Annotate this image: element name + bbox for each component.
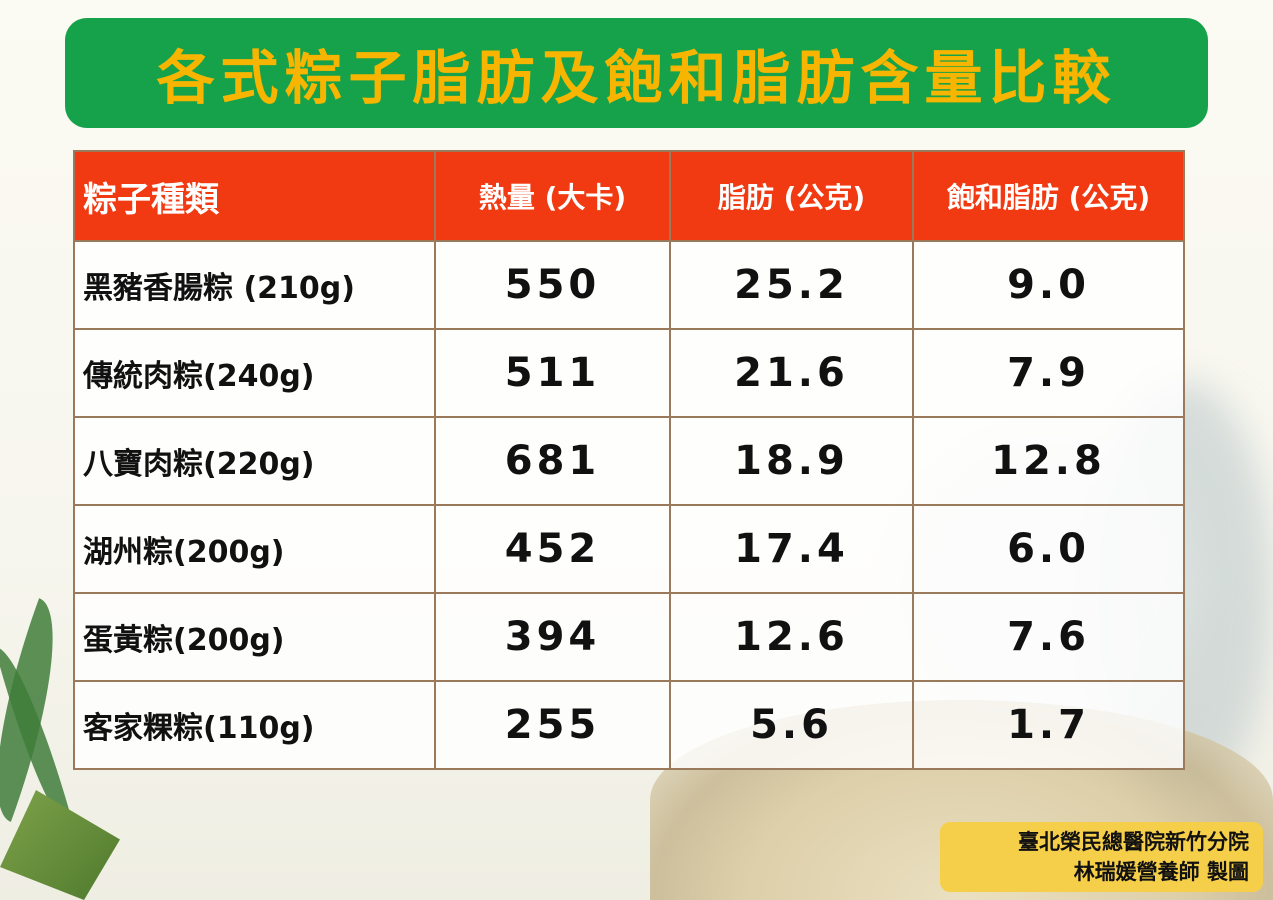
header-type: 粽子種類 <box>73 150 436 242</box>
cell-calories: 681 <box>434 416 671 506</box>
cell-saturated-fat: 9.0 <box>912 240 1185 330</box>
cell-saturated-fat: 1.7 <box>912 680 1185 770</box>
table-row: 湖州粽(200g) 452 17.4 6.0 <box>73 504 1185 594</box>
zongzi-illustration <box>0 790 120 900</box>
credit-hospital: 臺北榮民總醫院新竹分院 <box>1018 830 1249 854</box>
cell-fat: 12.6 <box>669 592 914 682</box>
cell-fat: 21.6 <box>669 328 914 418</box>
cell-calories: 511 <box>434 328 671 418</box>
cell-fat: 17.4 <box>669 504 914 594</box>
cell-type: 蛋黃粽(200g) <box>73 592 436 682</box>
title-banner: 各式粽子脂肪及飽和脂肪含量比較 <box>65 18 1208 128</box>
cell-calories: 255 <box>434 680 671 770</box>
page-title: 各式粽子脂肪及飽和脂肪含量比較 <box>156 44 1117 112</box>
credit-badge: 臺北榮民總醫院新竹分院 林瑞媛營養師 製圖 <box>940 822 1263 892</box>
header-fat: 脂肪 (公克) <box>669 150 914 242</box>
cell-type: 客家粿粽(110g) <box>73 680 436 770</box>
cell-calories: 394 <box>434 592 671 682</box>
table-row: 黑豬香腸粽 (210g) 550 25.2 9.0 <box>73 240 1185 330</box>
table-row: 傳統肉粽(240g) 511 21.6 7.9 <box>73 328 1185 418</box>
header-calories: 熱量 (大卡) <box>434 150 671 242</box>
nutrition-table: 粽子種類 熱量 (大卡) 脂肪 (公克) 飽和脂肪 (公克) 黑豬香腸粽 (21… <box>73 150 1185 770</box>
cell-fat: 18.9 <box>669 416 914 506</box>
cell-fat: 5.6 <box>669 680 914 770</box>
cell-calories: 452 <box>434 504 671 594</box>
cell-type: 傳統肉粽(240g) <box>73 328 436 418</box>
cell-saturated-fat: 12.8 <box>912 416 1185 506</box>
table-row: 客家粿粽(110g) 255 5.6 1.7 <box>73 680 1185 770</box>
cell-type: 八寶肉粽(220g) <box>73 416 436 506</box>
cell-saturated-fat: 6.0 <box>912 504 1185 594</box>
header-saturated-fat: 飽和脂肪 (公克) <box>912 150 1185 242</box>
cell-type: 黑豬香腸粽 (210g) <box>73 240 436 330</box>
cell-calories: 550 <box>434 240 671 330</box>
cell-saturated-fat: 7.6 <box>912 592 1185 682</box>
credit-author: 林瑞媛營養師 製圖 <box>1073 860 1249 884</box>
cell-fat: 25.2 <box>669 240 914 330</box>
cell-type: 湖州粽(200g) <box>73 504 436 594</box>
table-row: 蛋黃粽(200g) 394 12.6 7.6 <box>73 592 1185 682</box>
cell-saturated-fat: 7.9 <box>912 328 1185 418</box>
table-header-row: 粽子種類 熱量 (大卡) 脂肪 (公克) 飽和脂肪 (公克) <box>73 150 1185 242</box>
table-row: 八寶肉粽(220g) 681 18.9 12.8 <box>73 416 1185 506</box>
